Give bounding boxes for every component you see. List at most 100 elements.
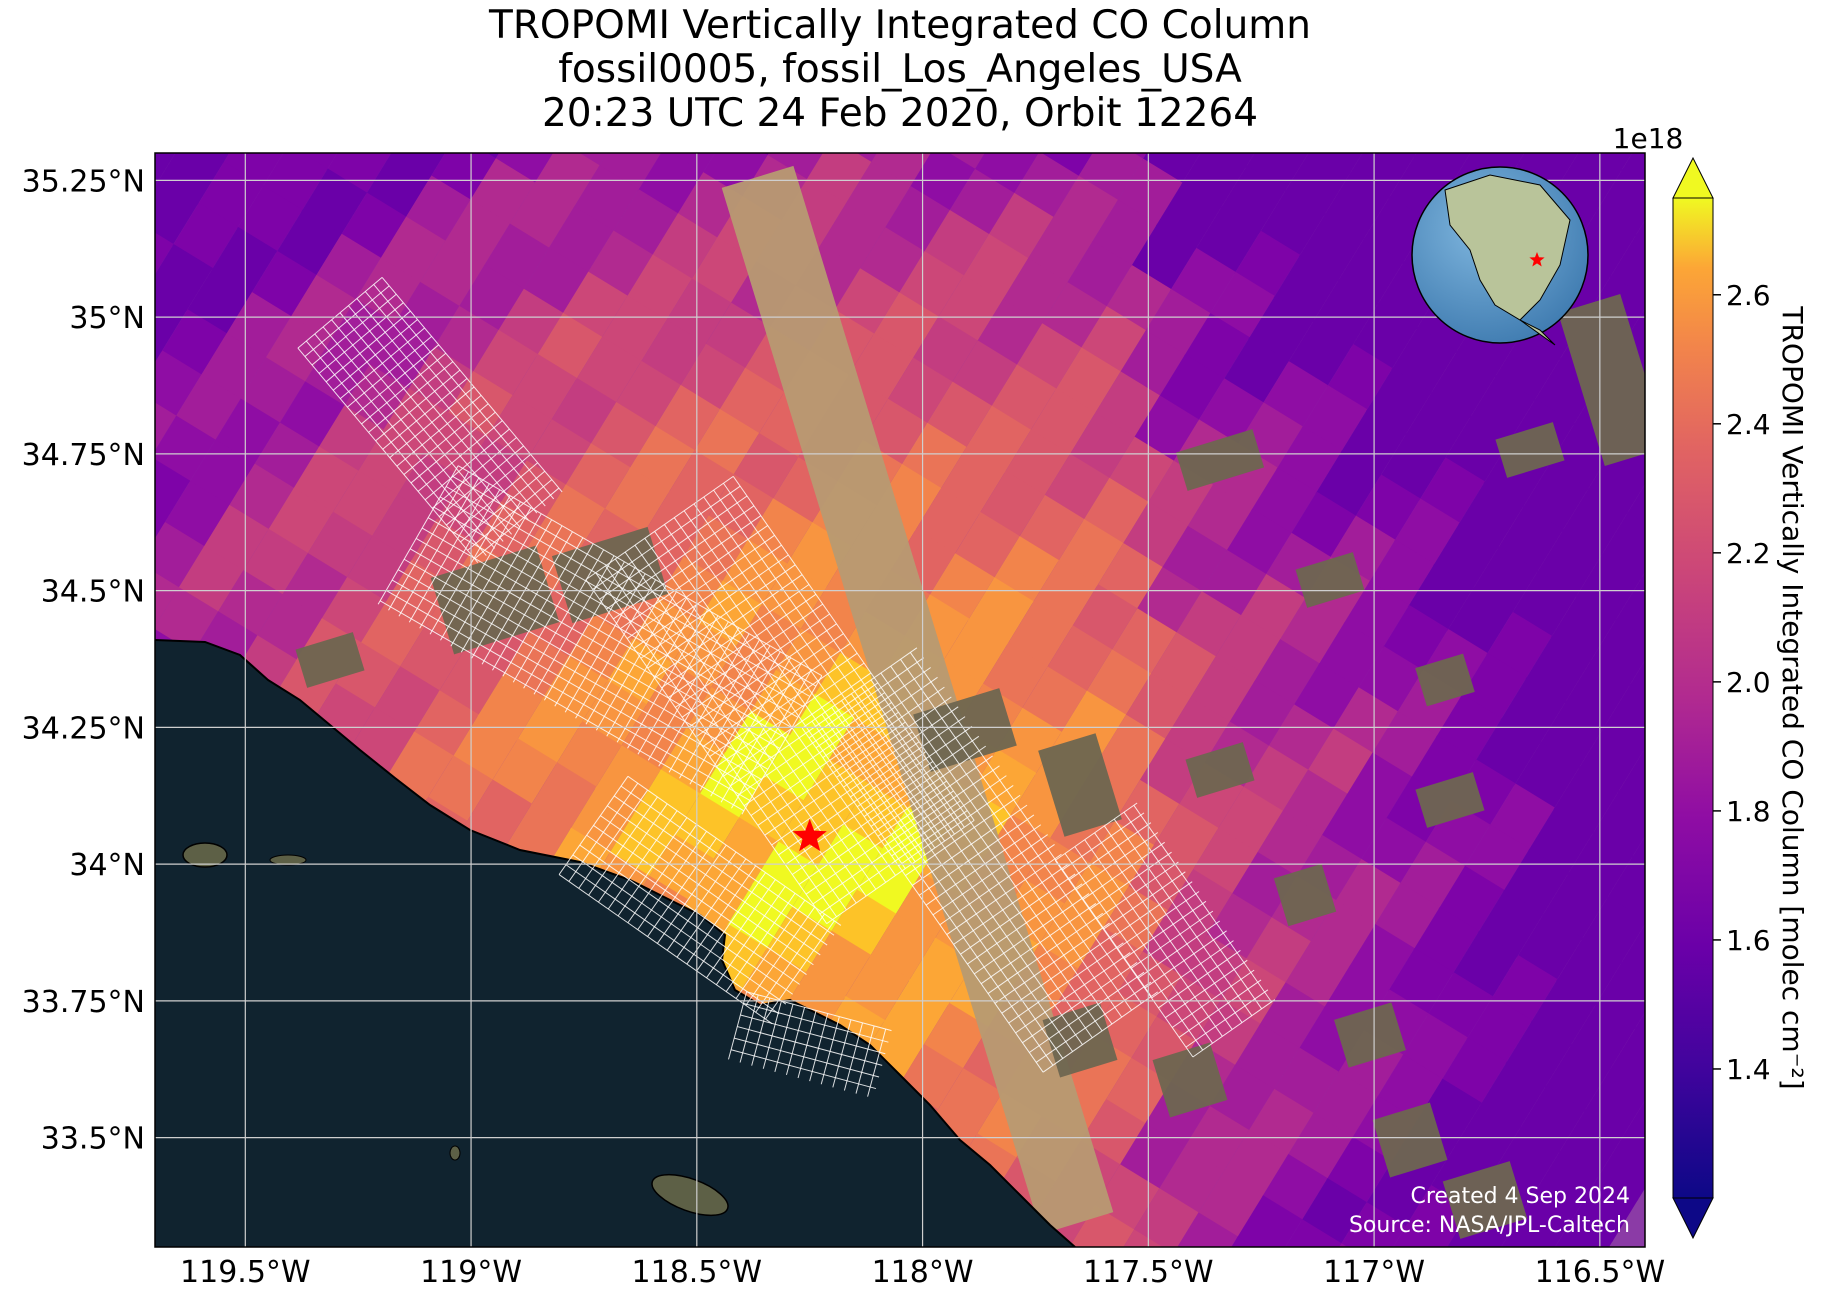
mesh-line xyxy=(792,770,941,875)
co-pixel xyxy=(267,487,334,555)
mesh-line xyxy=(750,711,899,816)
mesh-line xyxy=(424,428,510,501)
co-pixel xyxy=(665,278,732,346)
co-pixel xyxy=(573,165,639,233)
mesh-line xyxy=(668,593,817,698)
co-pixel xyxy=(922,1002,989,1071)
mesh-line xyxy=(819,810,968,915)
co-pixel xyxy=(1068,1205,1135,1247)
co-pixel xyxy=(262,153,328,212)
mesh-line xyxy=(297,347,479,563)
mesh-line xyxy=(1192,999,1276,1058)
co-pixel xyxy=(1556,153,1623,213)
co-pixel xyxy=(1150,632,1216,700)
co-pixel xyxy=(1164,697,1230,765)
co-pixel xyxy=(1259,189,1326,257)
co-pixel xyxy=(1544,1044,1611,1112)
co-pixel xyxy=(155,285,188,353)
co-pixel xyxy=(634,769,701,837)
co-pixel xyxy=(1309,900,1376,968)
outline-mesh xyxy=(801,647,1159,1073)
co-pixel xyxy=(1055,347,1121,415)
co-pixel xyxy=(1623,1092,1645,1160)
mesh-line xyxy=(579,844,794,995)
mesh-line xyxy=(586,834,800,985)
globe-star xyxy=(1529,252,1545,267)
mesh-line xyxy=(408,483,490,623)
co-pixel xyxy=(1085,649,1152,717)
mesh-line xyxy=(600,815,814,966)
co-pixel xyxy=(214,398,280,466)
co-pixel xyxy=(354,257,421,325)
co-pixel xyxy=(1533,1150,1600,1218)
co-pixel xyxy=(413,690,479,758)
co-pixel xyxy=(1038,153,1105,178)
co-pixel xyxy=(1519,1085,1586,1153)
co-pixel xyxy=(306,511,373,579)
co-pixel xyxy=(1301,385,1368,453)
co-pixel xyxy=(696,580,762,648)
co-pixel xyxy=(1346,752,1412,820)
co-pixel xyxy=(522,247,589,315)
mesh-line xyxy=(967,883,1083,965)
co-pixel xyxy=(1439,73,1505,140)
co-pixel xyxy=(1609,234,1645,302)
co-pixel xyxy=(774,628,841,696)
mesh-line xyxy=(634,544,877,890)
mesh-line xyxy=(723,482,965,828)
co-pixel xyxy=(200,333,267,401)
co-pixel xyxy=(1489,783,1555,851)
mesh-line xyxy=(856,726,973,808)
mesh-line xyxy=(850,693,1093,1039)
co-pixel xyxy=(1093,1164,1160,1232)
mesh-line xyxy=(863,735,980,818)
co-pixel xyxy=(1284,941,1351,1009)
co-pixel xyxy=(1306,728,1373,796)
mesh-line xyxy=(377,465,459,605)
mesh-line xyxy=(523,549,605,689)
mesh-line xyxy=(1158,950,1241,1009)
mesh-line xyxy=(322,326,504,542)
co-pixel xyxy=(886,357,953,425)
land-patch xyxy=(1152,1042,1228,1118)
co-pixel xyxy=(458,264,524,332)
co-pixel xyxy=(155,775,157,844)
co-pixel xyxy=(1315,450,1382,518)
co-pixel xyxy=(1214,615,1281,683)
co-pixel xyxy=(1452,931,1519,999)
mesh-line xyxy=(841,700,1083,1045)
co-pixel xyxy=(766,153,833,181)
co-pixel xyxy=(1189,656,1255,724)
land-patch xyxy=(1558,293,1645,467)
co-pixel xyxy=(379,216,446,284)
co-pixel xyxy=(466,779,532,847)
co-pixel xyxy=(1352,302,1418,371)
co-pixel xyxy=(1407,563,1474,631)
mesh-line xyxy=(884,765,1000,847)
co-pixel xyxy=(1391,326,1457,395)
co-pixel xyxy=(1102,886,1168,954)
co-pixel xyxy=(1514,742,1580,810)
mesh-line xyxy=(417,420,503,492)
mesh-line xyxy=(909,652,1152,997)
colorbar-tick-label: 2.0 xyxy=(1726,666,1771,699)
co-pixel xyxy=(1273,254,1340,322)
co-pixel xyxy=(1505,1020,1572,1088)
co-pixel xyxy=(659,728,726,796)
co-pixel xyxy=(1197,378,1264,446)
co-pixel xyxy=(668,450,734,518)
co-pixel xyxy=(1242,745,1309,813)
co-pixel xyxy=(1455,1102,1521,1170)
mesh-line xyxy=(644,538,887,883)
co-pixel xyxy=(444,199,510,267)
co-pixel xyxy=(203,504,269,573)
mesh-line xyxy=(801,647,918,729)
co-pixel xyxy=(351,153,418,154)
mesh-line xyxy=(905,794,1021,876)
mesh-line xyxy=(543,561,625,701)
mesh-line xyxy=(734,1037,880,1078)
co-pixel xyxy=(1326,344,1393,412)
co-pixel xyxy=(1348,924,1415,992)
co-pixel xyxy=(1371,711,1438,779)
mesh-line xyxy=(689,645,771,785)
